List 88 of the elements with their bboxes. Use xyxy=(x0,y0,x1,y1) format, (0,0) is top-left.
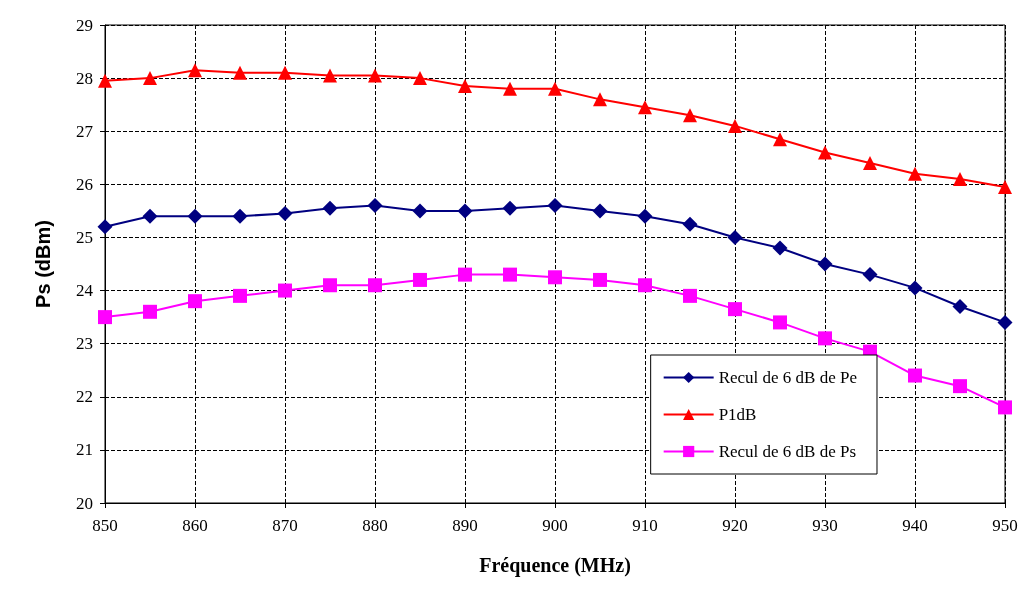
point xyxy=(278,283,292,298)
point xyxy=(98,310,112,325)
point xyxy=(413,71,427,86)
point xyxy=(188,63,202,78)
x-tick-label: 950 xyxy=(992,516,1018,535)
point xyxy=(187,208,203,224)
point xyxy=(908,368,922,383)
x-tick-label: 910 xyxy=(632,516,658,535)
point xyxy=(907,280,923,296)
point xyxy=(323,278,337,293)
y-axis-title: Ps (dBm) xyxy=(32,220,54,308)
x-tick-label: 860 xyxy=(182,516,208,535)
point xyxy=(592,203,608,219)
legend-label: P1dB xyxy=(718,405,757,424)
point xyxy=(458,267,472,282)
point xyxy=(413,272,427,287)
point xyxy=(278,65,292,80)
x-tick-label: 850 xyxy=(92,516,118,535)
point xyxy=(97,219,113,235)
point xyxy=(233,65,247,80)
point xyxy=(953,379,967,394)
x-tick-label: 930 xyxy=(812,516,838,535)
point xyxy=(458,79,472,94)
x-tick-label: 890 xyxy=(452,516,478,535)
point xyxy=(638,100,652,115)
x-tick-label: 920 xyxy=(722,516,748,535)
point xyxy=(368,278,382,293)
point xyxy=(323,68,337,83)
y-tick-label: 21 xyxy=(76,440,93,460)
point xyxy=(143,71,157,86)
point xyxy=(232,208,248,224)
point xyxy=(773,315,787,330)
point xyxy=(593,272,607,287)
point xyxy=(547,198,563,214)
x-tick-label: 880 xyxy=(362,516,388,535)
point xyxy=(593,92,607,107)
point xyxy=(412,203,428,219)
point xyxy=(188,294,202,309)
point xyxy=(368,68,382,83)
y-tick-label: 22 xyxy=(76,387,93,407)
y-tick-label: 28 xyxy=(76,68,93,88)
point xyxy=(818,145,832,160)
point xyxy=(277,206,293,222)
legend-label: Recul de 6 dB de Ps xyxy=(718,442,857,461)
y-tick-label: 29 xyxy=(76,15,93,35)
point xyxy=(503,81,517,96)
point xyxy=(817,256,833,272)
point xyxy=(143,304,157,319)
point xyxy=(997,314,1013,330)
point xyxy=(953,172,967,187)
point xyxy=(548,270,562,285)
point xyxy=(683,288,697,303)
point xyxy=(952,298,968,314)
point xyxy=(772,240,788,256)
point xyxy=(637,208,653,224)
x-tick-label: 940 xyxy=(902,516,928,535)
y-tick-label: 26 xyxy=(76,174,93,194)
point xyxy=(728,118,742,133)
y-tick-label: 20 xyxy=(76,493,93,513)
point xyxy=(233,288,247,303)
point xyxy=(773,132,787,147)
y-tick-label: 23 xyxy=(76,334,93,354)
point xyxy=(502,200,518,216)
y-tick-label: 25 xyxy=(76,227,93,247)
y-tick-label: 24 xyxy=(76,281,94,301)
point xyxy=(818,331,832,346)
point xyxy=(503,267,517,282)
point xyxy=(367,198,383,214)
point xyxy=(142,208,158,224)
point xyxy=(908,166,922,181)
point xyxy=(548,81,562,96)
point xyxy=(457,203,473,219)
legend-label: Recul de 6 dB de Pe xyxy=(718,368,858,387)
point xyxy=(322,200,338,216)
y-tick-label: 27 xyxy=(76,121,94,141)
point xyxy=(682,216,698,232)
point xyxy=(98,73,112,88)
point xyxy=(998,179,1012,194)
x-tick-label: 900 xyxy=(542,516,568,535)
point xyxy=(862,267,878,283)
point xyxy=(998,400,1012,415)
point xyxy=(683,108,697,123)
point xyxy=(863,156,877,171)
point xyxy=(728,302,742,317)
x-tick-label: 870 xyxy=(272,516,298,535)
point xyxy=(638,278,652,293)
point xyxy=(727,229,743,245)
x-axis-title: Fréquence (MHz) xyxy=(479,554,631,577)
